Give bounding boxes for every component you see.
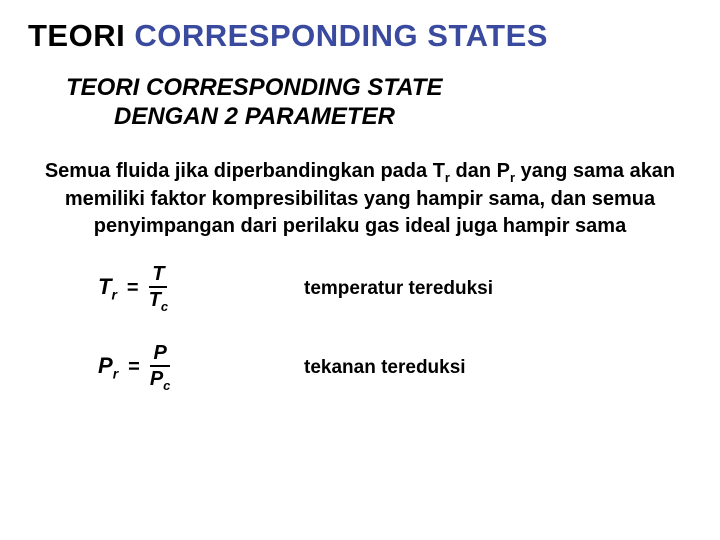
eq-fraction-tr: T Tc — [149, 264, 168, 313]
den-sub: c — [161, 299, 168, 314]
frac-numerator: T — [149, 264, 167, 288]
body-pre: Semua fluida jika diperbandingkan pada T — [45, 160, 445, 182]
frac-numerator: P — [150, 343, 169, 367]
equation-desc-pr: tekanan tereduksi — [304, 357, 466, 379]
equals-sign: = — [128, 356, 140, 379]
eq-lhs-main: P — [98, 353, 113, 378]
den-main: P — [150, 368, 163, 390]
subtitle-block: TEORI CORRESPONDING STATE DENGAN 2 PARAM… — [66, 74, 692, 132]
slide-title: TEORI CORRESPONDING STATES — [28, 18, 692, 54]
equation-desc-tr: temperatur tereduksi — [304, 278, 493, 300]
eq-lhs-sub: r — [113, 366, 118, 382]
den-sub: c — [163, 378, 170, 393]
eq-lhs-tr: Tr — [98, 274, 117, 302]
equations-section: Tr = T Tc temperatur tereduksi Pr = P Pc… — [98, 264, 692, 392]
equation-formula-tr: Tr = T Tc — [98, 264, 248, 313]
subtitle-line-2: DENGAN 2 PARAMETER — [114, 103, 692, 132]
subtitle-line-1: TEORI CORRESPONDING STATE — [66, 74, 692, 103]
frac-denominator: Pc — [150, 367, 171, 392]
eq-lhs-pr: Pr — [98, 353, 118, 381]
eq-lhs-sub: r — [111, 287, 116, 303]
eq-lhs-main: T — [98, 274, 111, 299]
eq-fraction-pr: P Pc — [150, 343, 171, 392]
equation-row-tr: Tr = T Tc temperatur tereduksi — [98, 264, 692, 313]
equation-formula-pr: Pr = P Pc — [98, 343, 248, 392]
title-part1: TEORI — [28, 18, 134, 53]
equation-row-pr: Pr = P Pc tekanan tereduksi — [98, 343, 692, 392]
body-paragraph: Semua fluida jika diperbandingkan pada T… — [38, 158, 682, 241]
title-part2: CORRESPONDING STATES — [134, 18, 548, 53]
body-mid: dan P — [450, 160, 510, 182]
equals-sign: = — [127, 277, 139, 300]
den-main: T — [149, 289, 161, 311]
frac-denominator: Tc — [149, 288, 168, 313]
